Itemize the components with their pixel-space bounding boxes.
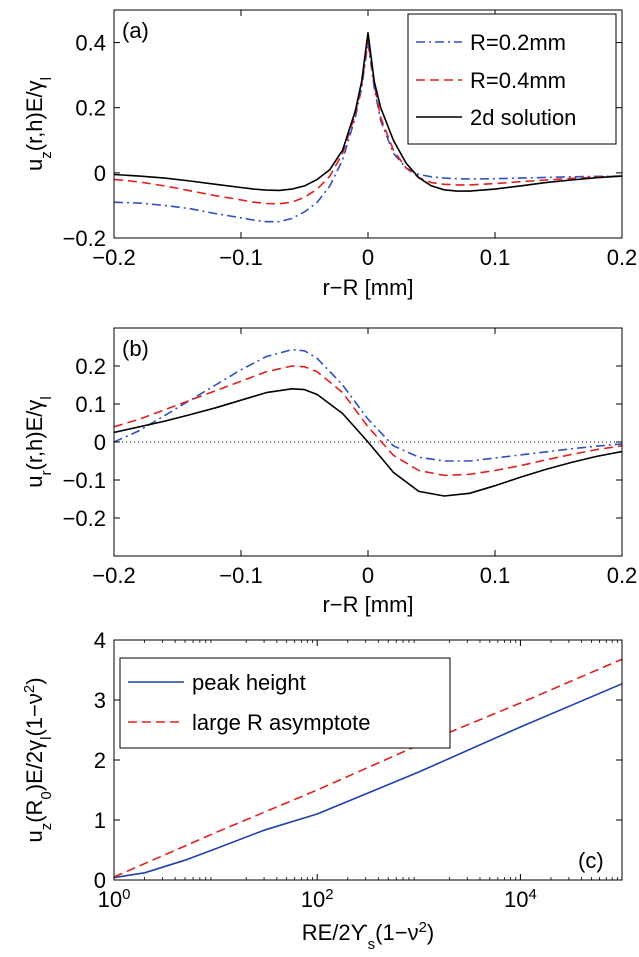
panel-c-plot-area — [114, 658, 622, 879]
x-tick-label: 0.2 — [607, 563, 638, 588]
panel-c-ylabel: uz(R0)E/2γl(1−ν2) — [21, 677, 55, 842]
panel-a-xlabel: r−R [mm] — [322, 275, 413, 300]
panel-c-xlabel: RE/2ϒs(1−ν2) — [302, 919, 435, 953]
y-tick-label: 0.1 — [75, 392, 106, 417]
y-tick-label: 0 — [94, 161, 106, 186]
panel-a-legend-box — [407, 13, 617, 145]
panel-c: 100 102 104 0 1 2 3 4 (c) RE/2ϒs(1−ν2) uz(R0)E… — [21, 628, 623, 953]
legend-label-r04: R=0.4mm — [470, 68, 566, 93]
y-tick-label: 4 — [94, 628, 106, 653]
panel-c-label: (c) — [578, 848, 604, 873]
series-line-2d-solution — [114, 387, 622, 497]
y-tick-label: 0.4 — [75, 31, 106, 56]
panel-a-label: (a) — [122, 18, 149, 43]
x-tick-label: −0.1 — [219, 563, 262, 588]
panel-b-x-ticks: −0.2 −0.1 0 0.1 0.2 — [92, 328, 637, 588]
x-tick-label: 104 — [504, 886, 537, 913]
y-tick-label: 0 — [94, 868, 106, 893]
legend-label-2d: 2d solution — [470, 105, 576, 130]
panel-c-legend: peak height large R asymptote — [119, 657, 451, 749]
x-tick-label: −0.1 — [219, 245, 262, 270]
panel-a: −0.2 −0.1 0 0.1 0.2 −0.2 0 0.2 0.4 (a) r−R [mm]… — [22, 9, 637, 300]
y-tick-label: 2 — [94, 748, 106, 773]
panel-b-plot-area — [114, 348, 622, 497]
panel-a-x-ticks: −0.2 −0.1 0 0.1 0.2 — [92, 10, 637, 270]
y-tick-label: 3 — [94, 688, 106, 713]
panel-a-y-ticks: −0.2 0 0.2 0.4 — [63, 31, 622, 251]
panel-c-legend-box — [119, 657, 451, 749]
y-tick-label: −0.2 — [63, 226, 106, 251]
x-tick-label: 0.1 — [480, 245, 511, 270]
legend-label-peak: peak height — [192, 670, 306, 695]
panel-a-legend: R=0.2mm R=0.4mm 2d solution — [407, 13, 617, 145]
series-line-large-r-asymptote — [114, 658, 622, 878]
panel-a-plot-area — [114, 31, 622, 223]
x-tick-label: 100 — [98, 886, 131, 913]
series-line-2d-solution — [114, 31, 622, 192]
series-line-r-0-4mm — [114, 365, 622, 477]
series-line-r-0-4mm — [114, 38, 622, 205]
x-tick-label: 0 — [362, 245, 374, 270]
y-tick-label: 1 — [94, 808, 106, 833]
x-tick-label: −0.2 — [92, 245, 135, 270]
x-tick-label: 102 — [301, 886, 334, 913]
legend-label-r02: R=0.2mm — [470, 30, 566, 55]
x-tick-label: 0.2 — [607, 245, 638, 270]
x-tick-label: 0.1 — [480, 563, 511, 588]
legend-label-asymptote: large R asymptote — [192, 710, 371, 735]
y-tick-label: −0.1 — [63, 468, 106, 493]
panel-b-xlabel: r−R [mm] — [322, 592, 413, 617]
panel-c-x-ticks: 100 102 104 — [98, 640, 618, 912]
panel-b-y-ticks: −0.2 −0.1 0 0.1 0.2 — [63, 354, 622, 531]
y-tick-label: 0.2 — [75, 96, 106, 121]
panel-b-label: (b) — [122, 336, 149, 361]
x-tick-label: 0 — [362, 563, 374, 588]
series-line-r-0-2mm — [114, 348, 622, 462]
series-line-peak-height — [114, 683, 622, 879]
y-tick-label: 0 — [94, 430, 106, 455]
panel-b-ylabel: ur(r,h)E/γl — [22, 396, 55, 488]
y-tick-label: 0.2 — [75, 354, 106, 379]
panel-b: −0.2 −0.1 0 0.1 0.2 −0.2 −0.1 0 0.1 0.2 (b) r−R … — [22, 327, 637, 617]
panel-a-ylabel: uz(r,h)E/γl — [22, 77, 55, 171]
panel-c-y-ticks: 0 1 2 3 4 — [94, 628, 622, 893]
x-tick-label: −0.2 — [92, 563, 135, 588]
y-tick-label: −0.2 — [63, 506, 106, 531]
